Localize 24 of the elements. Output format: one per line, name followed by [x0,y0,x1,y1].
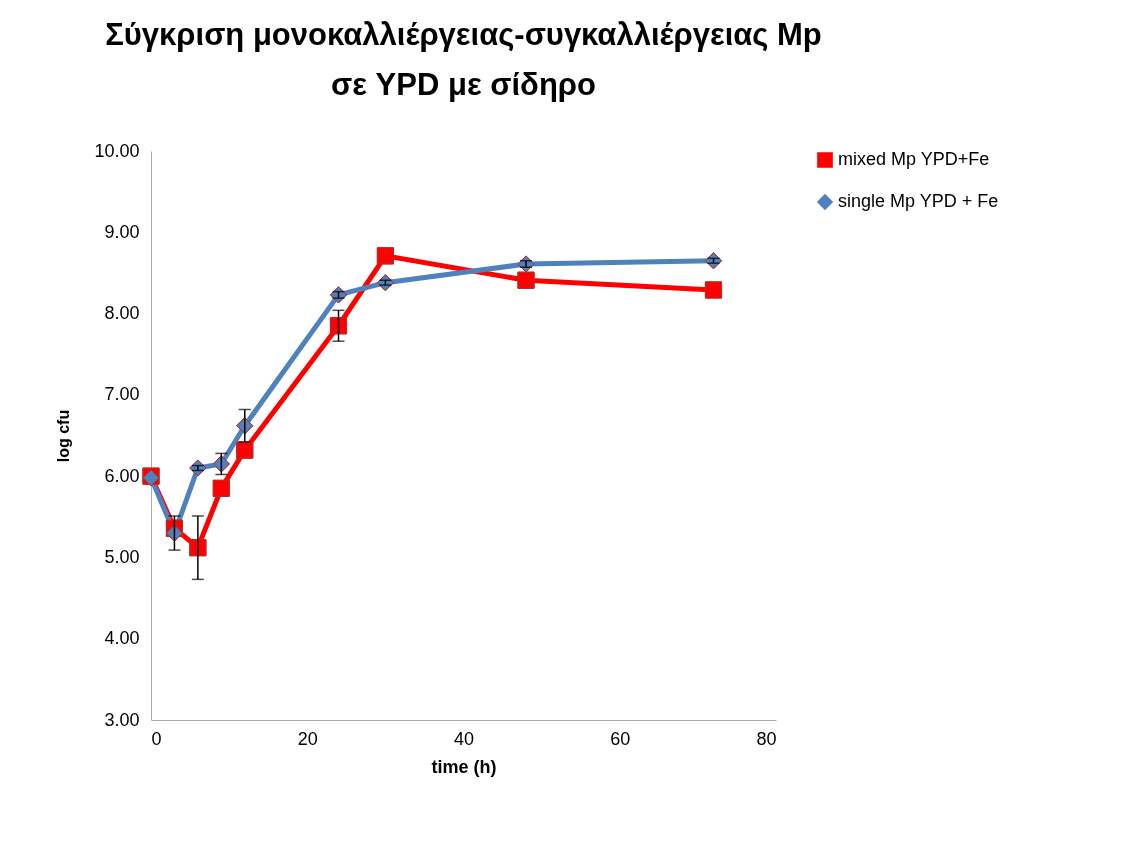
y-tick-label: 6.00 [104,465,140,486]
x-tick-label: 40 [453,728,475,749]
y-tick-label: 10.00 [94,140,140,161]
point [517,271,535,289]
legend-label: mixed Mp YPD+Fe [838,149,990,169]
y-tick-label: 8.00 [104,303,140,324]
y-axis-title: log cfu [55,409,73,463]
legend-label: single Mp YPD + Fe [838,191,999,211]
y-tick-label: 5.00 [104,546,140,567]
y-tick-label: 3.00 [104,709,140,730]
x-tick-label: 80 [756,728,777,749]
x-tick-label: 60 [610,728,631,749]
point [212,479,230,497]
y-tick-label: 4.00 [104,628,140,649]
x-tick-label: 0 [151,728,162,749]
x-tick-label: 20 [297,728,318,749]
y-tick-label: 9.00 [104,221,140,242]
point [376,247,394,265]
point [236,441,254,459]
y-tick-label: 7.00 [104,384,140,405]
point [704,281,723,299]
x-axis-title: time (h) [431,756,497,777]
chart-title: Σύγκριση μονοκαλλιέργειας-συγκαλλιέργειας Mp σε YPD με σίδηρο [105,17,822,102]
point [329,317,348,335]
